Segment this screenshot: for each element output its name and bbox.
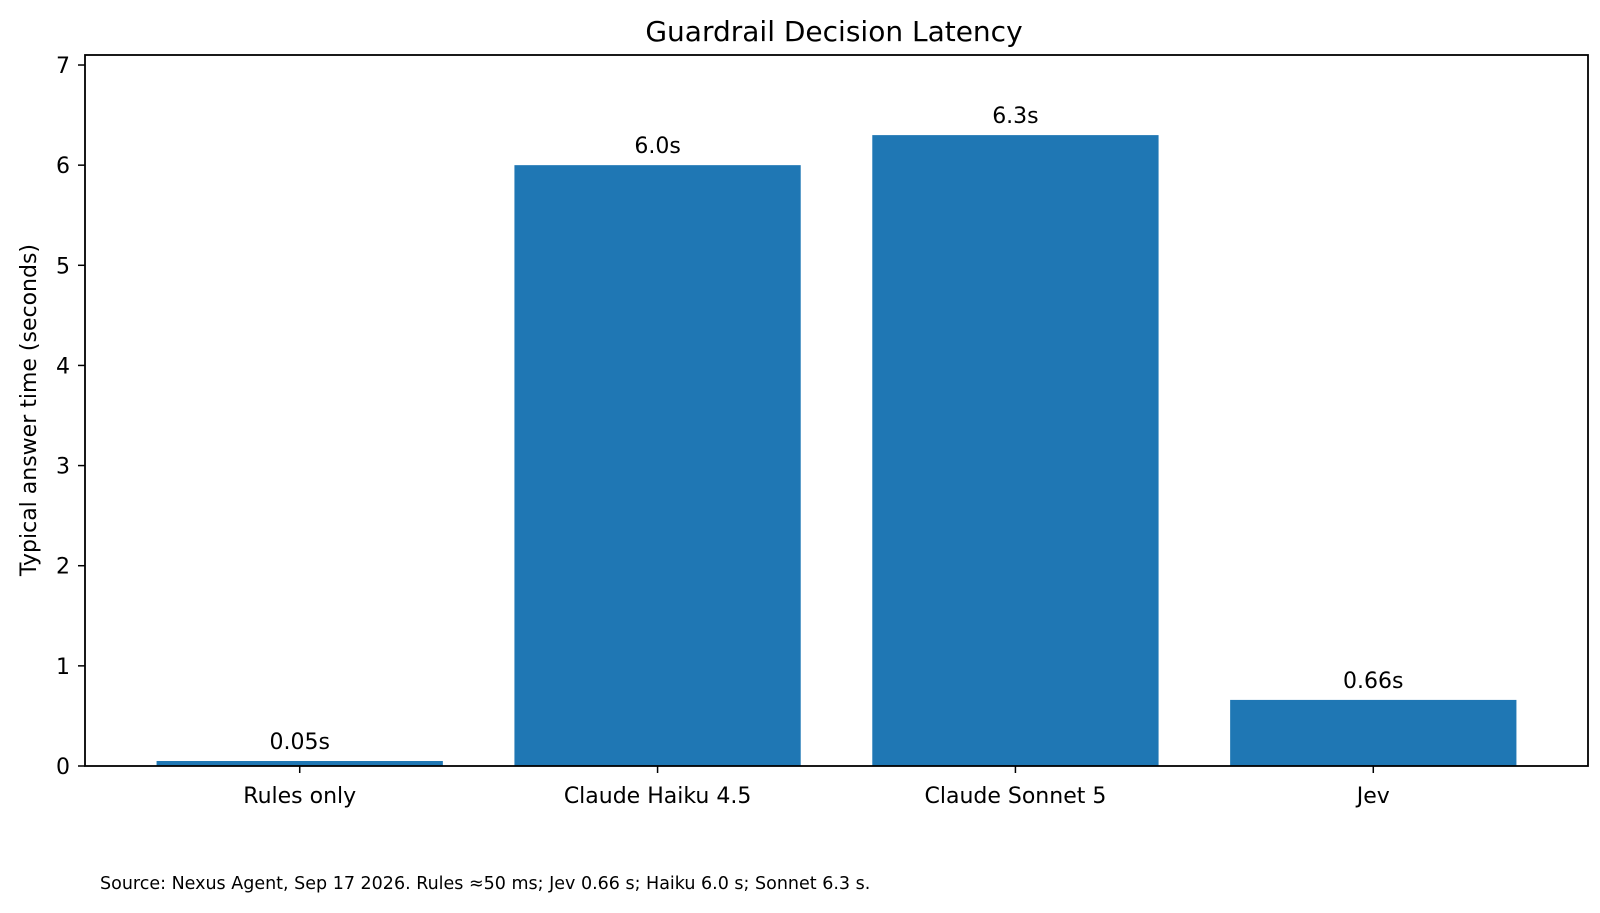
bar-value-label-1: 6.0s [634,134,680,159]
bar-1 [514,165,801,767]
chart-title: Guardrail Decision Latency [645,15,1022,48]
source-footnote: Source: Nexus Agent, Sep 17 2026. Rules … [100,874,871,894]
bar-value-label-2: 6.3s [992,104,1038,129]
x-tick-label-3: Jev [1355,784,1390,809]
y-tick-label-4: 4 [56,354,70,379]
y-tick-label-5: 5 [56,254,70,279]
axes-layer: Rules only Claude Haiku 4.5 Claude Sonnet … [56,54,1390,809]
bar-0 [156,760,443,766]
y-axis-label: Typical answer time (seconds) [17,244,42,577]
y-tick-label-0: 0 [56,755,70,780]
plot-frame [84,54,1589,767]
x-tick-label-1: Claude Haiku 4.5 [564,784,752,809]
bars-layer: 0.05s 6.0s 6.3s 0.66s [156,104,1517,767]
bar-value-label-0: 0.05s [269,730,329,755]
y-tick-label-7: 7 [56,54,70,79]
bar-3 [1230,699,1517,766]
x-tick-label-2: Claude Sonnet 5 [924,784,1106,809]
x-tick-label-0: Rules only [243,784,356,809]
bar-2 [872,135,1159,766]
bar-value-label-3: 0.66s [1343,669,1403,694]
y-tick-label-3: 3 [56,455,70,480]
y-tick-label-6: 6 [56,154,70,179]
y-tick-label-1: 1 [56,655,70,680]
y-tick-label-2: 2 [56,555,70,580]
